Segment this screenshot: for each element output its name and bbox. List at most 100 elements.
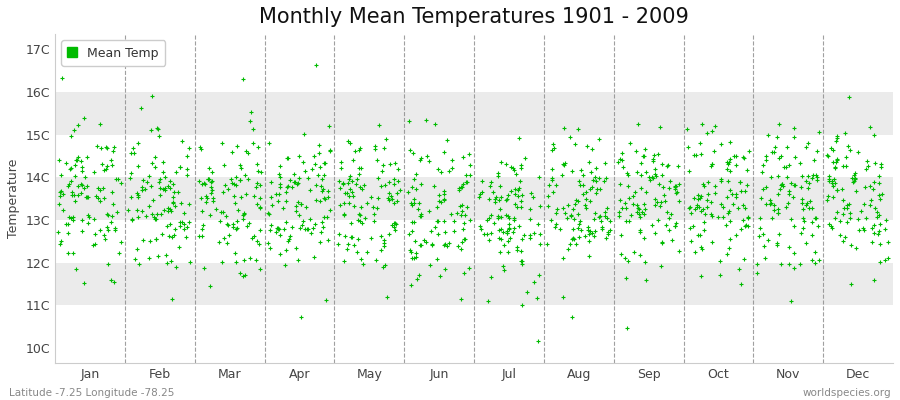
Point: [278, 189, 293, 196]
Point: [414, 210, 428, 217]
Point: [722, 208, 736, 214]
Point: [230, 207, 245, 214]
Point: [734, 281, 749, 287]
Point: [300, 226, 314, 232]
Point: [565, 236, 580, 243]
Point: [105, 213, 120, 219]
Point: [840, 205, 854, 212]
Point: [457, 270, 472, 276]
Point: [788, 182, 802, 188]
Point: [283, 232, 297, 239]
Point: [734, 226, 749, 232]
Point: [622, 217, 636, 224]
Point: [77, 114, 92, 121]
Point: [483, 212, 498, 218]
Point: [107, 224, 122, 231]
Point: [353, 218, 367, 224]
Point: [285, 224, 300, 230]
Point: [196, 222, 211, 228]
Point: [753, 215, 768, 222]
Point: [221, 232, 236, 238]
Point: [830, 187, 844, 194]
Point: [162, 221, 176, 228]
Point: [379, 136, 393, 142]
Point: [457, 236, 472, 242]
Point: [879, 217, 894, 223]
Point: [835, 197, 850, 204]
Point: [619, 275, 634, 281]
Point: [671, 198, 686, 204]
Text: worldspecies.org: worldspecies.org: [803, 388, 891, 398]
Point: [201, 176, 215, 182]
Point: [55, 207, 69, 213]
Point: [698, 210, 712, 217]
Point: [654, 161, 669, 167]
Point: [346, 192, 360, 199]
Point: [94, 144, 108, 151]
Point: [491, 212, 505, 219]
Point: [826, 183, 841, 189]
Point: [343, 173, 357, 180]
Point: [166, 199, 181, 205]
Point: [407, 219, 421, 226]
Point: [515, 192, 529, 198]
Point: [500, 230, 515, 236]
Point: [386, 176, 400, 182]
Point: [301, 174, 315, 181]
Point: [868, 159, 883, 166]
Point: [54, 172, 68, 178]
Point: [572, 181, 587, 188]
Point: [377, 240, 392, 246]
Point: [368, 142, 382, 149]
Point: [598, 175, 613, 182]
Point: [61, 230, 76, 236]
Point: [141, 255, 156, 261]
Point: [481, 298, 495, 304]
Point: [533, 231, 547, 237]
Point: [182, 201, 196, 208]
Point: [880, 239, 895, 245]
Point: [548, 182, 562, 188]
Point: [713, 272, 727, 278]
Point: [492, 197, 507, 203]
Point: [767, 149, 781, 155]
Point: [598, 160, 613, 166]
Point: [514, 258, 528, 264]
Point: [690, 196, 705, 202]
Point: [594, 218, 608, 224]
Point: [523, 235, 537, 241]
Point: [569, 240, 583, 247]
Point: [779, 144, 794, 150]
Point: [682, 205, 697, 211]
Point: [865, 225, 879, 232]
Point: [283, 236, 297, 242]
Point: [868, 132, 882, 138]
Point: [100, 162, 114, 169]
Point: [428, 121, 443, 127]
Point: [454, 246, 468, 252]
Point: [341, 200, 356, 206]
Point: [264, 178, 278, 185]
Point: [848, 170, 862, 176]
Point: [561, 202, 575, 208]
Point: [697, 182, 711, 189]
Point: [130, 140, 145, 146]
Point: [758, 255, 772, 262]
Point: [480, 231, 494, 237]
Point: [613, 197, 627, 203]
Point: [793, 160, 807, 166]
Point: [582, 231, 597, 237]
Point: [250, 180, 265, 186]
Point: [871, 212, 886, 218]
Point: [140, 179, 154, 186]
Point: [182, 219, 196, 226]
Point: [881, 254, 896, 261]
Point: [774, 261, 788, 267]
Point: [249, 257, 264, 264]
Point: [829, 138, 843, 144]
Point: [645, 156, 660, 163]
Point: [365, 204, 380, 211]
Point: [616, 164, 631, 170]
Point: [317, 160, 331, 166]
Point: [253, 203, 267, 210]
